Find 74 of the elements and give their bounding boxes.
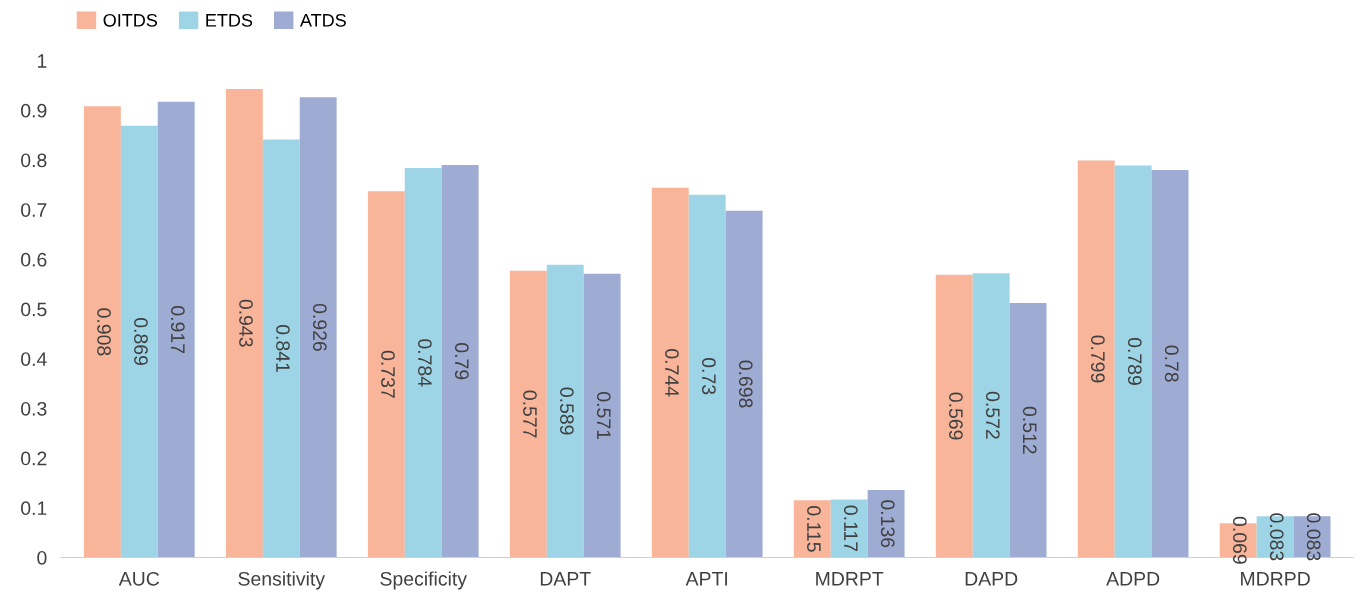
- data-label: 0.799: [1091, 335, 1105, 383]
- bar: [509, 270, 547, 558]
- legend-label: ATDS: [299, 13, 346, 27]
- x-tick-label: Sensitivity: [238, 571, 325, 590]
- bar: [225, 88, 263, 558]
- bar: [1009, 303, 1047, 558]
- data-label: 0.698: [738, 360, 753, 408]
- y-tick-label: 0.2: [21, 451, 47, 466]
- legend-label: ETDS: [206, 13, 253, 27]
- data-label: 0.926: [312, 303, 327, 351]
- bar: [651, 187, 689, 558]
- bar: [583, 273, 621, 558]
- bar: [1077, 160, 1115, 558]
- bar: [793, 500, 831, 558]
- data-label: 0.083: [1306, 513, 1321, 561]
- data-label: 0.789: [1127, 337, 1142, 385]
- data-label: 0.512: [1022, 406, 1037, 454]
- y-tick-label: 0.7: [21, 203, 47, 217]
- data-label: 0.917: [170, 306, 185, 354]
- x-tick-label: DAPD: [965, 572, 1018, 586]
- data-label: 0.083: [1269, 513, 1284, 561]
- bar: [830, 499, 868, 558]
- y-tick-label: 0.5: [21, 302, 47, 317]
- bar: [867, 489, 905, 558]
- x-tick-label: APTI: [685, 572, 728, 586]
- y-tick-label: 0: [37, 550, 47, 565]
- y-tick-label: 0.1: [21, 501, 47, 516]
- data-label: 0.784: [418, 339, 432, 387]
- bar: [441, 164, 479, 558]
- bar: [1151, 169, 1189, 558]
- data-label: 0.943: [239, 299, 253, 347]
- bar: [546, 264, 584, 558]
- y-tick-label: 1: [37, 54, 47, 68]
- data-label: 0.572: [985, 391, 1000, 439]
- bar: [83, 106, 121, 558]
- x-tick-label: MDRPT: [816, 572, 884, 586]
- bar: [120, 125, 158, 558]
- y-tick-label: 0.6: [21, 252, 47, 267]
- data-label: 0.577: [523, 390, 537, 438]
- x-tick-label: DAPT: [540, 572, 591, 586]
- data-label: 0.908: [97, 308, 111, 356]
- bar: [404, 167, 442, 558]
- data-label: 0.79: [454, 343, 469, 380]
- data-label: 0.78: [1164, 345, 1179, 382]
- data-label: 0.115: [807, 506, 821, 552]
- y-tick-label: 0.4: [21, 352, 47, 366]
- bar: [262, 139, 300, 558]
- bar: [972, 273, 1010, 558]
- data-label: 0.589: [560, 387, 574, 435]
- bar: [688, 194, 726, 558]
- data-label: 0.73: [701, 357, 716, 395]
- y-tick-label: 0.8: [21, 153, 47, 168]
- data-label: 0.569: [949, 392, 963, 440]
- data-label: 0.136: [880, 500, 895, 548]
- bar: [725, 210, 763, 558]
- data-label: 0.069: [1232, 516, 1247, 564]
- data-label: 0.744: [665, 349, 679, 397]
- data-label: 0.841: [276, 325, 290, 372]
- legend-label: OITDS: [103, 13, 158, 27]
- bar: [157, 101, 195, 558]
- data-label: 0.117: [843, 505, 858, 552]
- y-tick-label: 0.9: [21, 103, 47, 118]
- x-tick-label: Specificity: [380, 571, 467, 590]
- x-tick-label: AUC: [118, 571, 160, 586]
- y-tick-label: 0.3: [21, 401, 47, 416]
- data-label: 0.737: [381, 350, 395, 398]
- bar: [299, 97, 337, 558]
- bar: [1114, 165, 1152, 558]
- bar: [935, 274, 973, 558]
- data-label: 0.869: [134, 318, 148, 366]
- x-tick-label: ADPD: [1106, 572, 1160, 586]
- x-tick-label: MDRPD: [1241, 572, 1310, 586]
- data-label: 0.571: [596, 392, 611, 440]
- bar: [367, 191, 405, 558]
